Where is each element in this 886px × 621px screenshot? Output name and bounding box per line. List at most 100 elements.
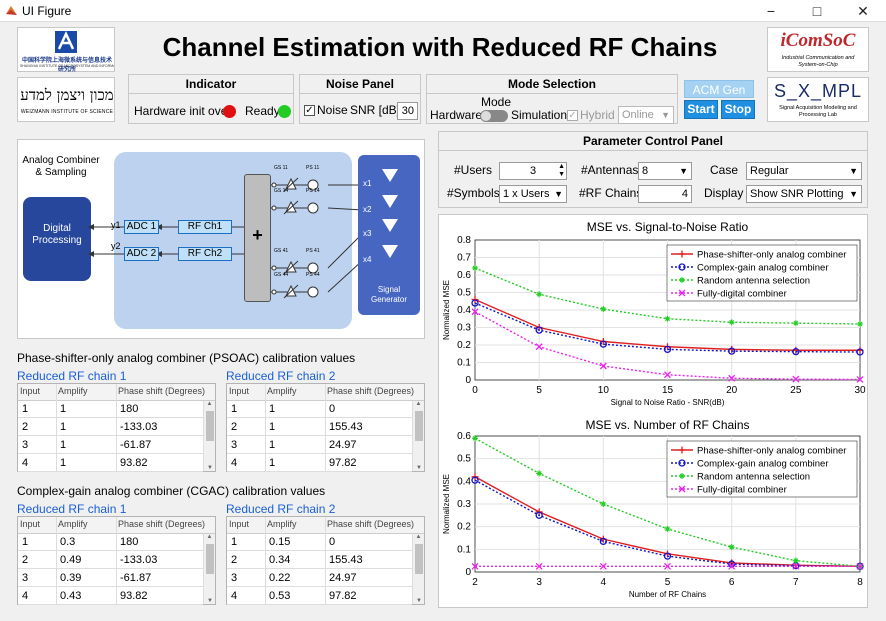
column-header[interactable]: Phase shift (Degrees) xyxy=(327,386,415,396)
scroll-down-icon[interactable]: ▼ xyxy=(207,465,213,471)
column-header[interactable]: Input xyxy=(20,386,41,396)
table-row[interactable] xyxy=(18,534,203,551)
table-cell[interactable]: -61.87 xyxy=(120,572,152,584)
table-cell[interactable]: 3 xyxy=(231,572,238,584)
table-cell[interactable]: 0.39 xyxy=(60,572,82,584)
column-header[interactable]: Input xyxy=(229,386,250,396)
close-button[interactable]: ✕ xyxy=(857,3,869,19)
scroll-down-icon[interactable]: ▼ xyxy=(416,465,422,471)
scroll-up-icon[interactable]: ▲ xyxy=(415,401,422,407)
table-row[interactable] xyxy=(227,552,412,569)
table-row[interactable] xyxy=(18,588,203,605)
table-row[interactable] xyxy=(227,401,412,418)
noise-checkbox[interactable]: ✓ xyxy=(304,105,315,116)
table-cell[interactable]: 0.34 xyxy=(269,554,291,566)
users-spinner[interactable]: 3 ▲ ▼ xyxy=(499,162,567,180)
table-cell[interactable]: 4 xyxy=(22,457,29,469)
scrollbar[interactable]: ▲ ▼ xyxy=(203,534,215,604)
table-cell[interactable]: 1 xyxy=(22,536,29,548)
column-header[interactable]: Input xyxy=(20,519,41,529)
acm-gen-button[interactable]: ACM Gen xyxy=(684,80,754,98)
column-header[interactable]: Amplify xyxy=(58,386,88,396)
table-cell[interactable]: 24.97 xyxy=(329,572,357,584)
table-cell[interactable]: 0.49 xyxy=(60,554,82,566)
table-cell[interactable]: 4 xyxy=(231,590,238,602)
column-header[interactable]: Amplify xyxy=(267,386,297,396)
table-cell[interactable]: 3 xyxy=(22,572,29,584)
table-cell[interactable]: 2 xyxy=(231,421,238,433)
table-cell[interactable]: 1 xyxy=(269,457,276,469)
table-cell[interactable]: 1 xyxy=(60,421,67,433)
table-cell[interactable]: 97.82 xyxy=(329,457,357,469)
table-cell[interactable]: -133.03 xyxy=(120,554,158,566)
table-cell[interactable]: 1 xyxy=(231,536,238,548)
table-row[interactable] xyxy=(18,455,203,472)
table-row[interactable] xyxy=(227,419,412,436)
table-cell[interactable]: 0 xyxy=(329,536,336,548)
table-row[interactable] xyxy=(18,437,203,454)
scroll-up-icon[interactable]: ▲ xyxy=(206,534,213,540)
table-cell[interactable]: 1 xyxy=(269,421,276,433)
start-button[interactable]: Start xyxy=(684,100,718,119)
table-cell[interactable]: 0.53 xyxy=(269,590,291,602)
table-cell[interactable]: 24.97 xyxy=(329,439,357,451)
table-cell[interactable]: -133.03 xyxy=(120,421,158,433)
table-row[interactable] xyxy=(227,437,412,454)
stop-button[interactable]: Stop xyxy=(721,100,755,119)
minimize-button[interactable]: − xyxy=(766,3,776,19)
table-cell[interactable]: 1 xyxy=(269,403,276,415)
table-row[interactable] xyxy=(227,570,412,587)
scrollbar[interactable]: ▲ ▼ xyxy=(412,534,424,604)
scrollbar-thumb[interactable] xyxy=(415,411,423,441)
table-cell[interactable]: 155.43 xyxy=(329,421,363,433)
table-cell[interactable]: 93.82 xyxy=(120,590,148,602)
table-cell[interactable]: 1 xyxy=(60,457,67,469)
table-cell[interactable]: 2 xyxy=(231,554,238,566)
table-cell[interactable]: 155.43 xyxy=(329,554,363,566)
table-cell[interactable]: 97.82 xyxy=(329,590,357,602)
hybrid-checkbox[interactable]: ✓ xyxy=(567,110,578,121)
table-cell[interactable]: 93.82 xyxy=(120,457,148,469)
table-row[interactable] xyxy=(227,534,412,551)
column-header[interactable]: Phase shift (Degrees) xyxy=(118,519,206,529)
column-header[interactable]: Amplify xyxy=(58,519,88,529)
table-cell[interactable]: 2 xyxy=(22,554,29,566)
scroll-down-icon[interactable]: ▼ xyxy=(207,598,213,604)
column-header[interactable]: Input xyxy=(229,519,250,529)
table-cell[interactable]: 0 xyxy=(329,403,336,415)
antennas-select[interactable]: 8 ▼ xyxy=(638,162,692,180)
table-cell[interactable]: 0.43 xyxy=(60,590,82,602)
table-row[interactable] xyxy=(18,401,203,418)
table-cell[interactable]: 1 xyxy=(60,439,67,451)
symbols-select[interactable]: 1 x Users ▼ xyxy=(499,185,567,203)
table-cell[interactable]: 1 xyxy=(231,403,238,415)
maximize-button[interactable]: □ xyxy=(812,3,822,19)
scrollbar-thumb[interactable] xyxy=(206,411,214,441)
column-header[interactable]: Phase shift (Degrees) xyxy=(327,519,415,529)
scroll-up-icon[interactable]: ▲ xyxy=(415,534,422,540)
rf-chains-chart[interactable]: MSE vs. Number of RF Chains 0 0.1 0.2 0.3 0.4… xyxy=(438,414,868,606)
table-cell[interactable]: 180 xyxy=(120,403,139,415)
table-cell[interactable]: 1 xyxy=(22,403,29,415)
display-select[interactable]: Show SNR Plotting ▼ xyxy=(746,185,862,203)
table-cell[interactable]: 180 xyxy=(120,536,139,548)
table-cell[interactable]: 4 xyxy=(231,457,238,469)
table-cell[interactable]: 0.3 xyxy=(60,536,76,548)
scrollbar-thumb[interactable] xyxy=(206,544,214,574)
scrollbar[interactable]: ▲ ▼ xyxy=(203,401,215,471)
table-row[interactable] xyxy=(227,588,412,605)
case-select[interactable]: Regular ▼ xyxy=(746,162,862,180)
scrollbar[interactable]: ▲ ▼ xyxy=(412,401,424,471)
scrollbar-thumb[interactable] xyxy=(415,544,423,574)
scroll-up-icon[interactable]: ▲ xyxy=(206,401,213,407)
table-row[interactable] xyxy=(18,570,203,587)
column-header[interactable]: Amplify xyxy=(267,519,297,529)
table-cell[interactable]: -61.87 xyxy=(120,439,152,451)
table-cell[interactable]: 3 xyxy=(22,439,29,451)
snr-input[interactable]: 30 xyxy=(397,102,418,120)
table-row[interactable] xyxy=(18,552,203,569)
table-cell[interactable]: 0.22 xyxy=(269,572,291,584)
table-cell[interactable]: 1 xyxy=(269,439,276,451)
table-row[interactable] xyxy=(18,419,203,436)
table-cell[interactable]: 0.15 xyxy=(269,536,291,548)
